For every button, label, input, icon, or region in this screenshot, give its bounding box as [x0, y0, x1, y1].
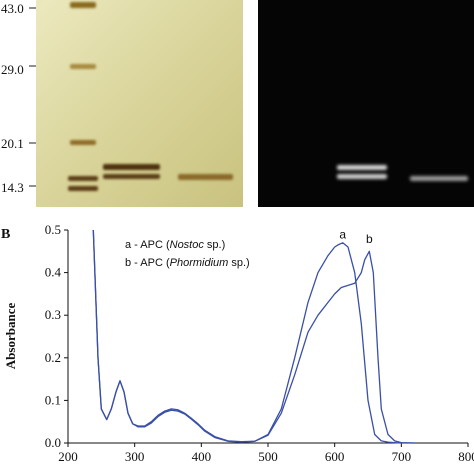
x-tick-label-700: 700 [392, 449, 412, 464]
fluorescence-gel [258, 0, 474, 207]
marker-band-14a [68, 176, 98, 181]
legend-entry-b: b - APC (Phormidium sp.) [125, 257, 250, 269]
marker-label-43: 43.0 [1, 1, 24, 16]
legend-b-italic: Phormidium [170, 257, 229, 269]
y-tick-label-2: 0.2 [45, 350, 61, 365]
x-tick-label-500: 500 [258, 449, 278, 464]
legend: a - APC (Nostoc sp.) b - APC (Phormidium… [125, 239, 250, 269]
peak-label-a: a [339, 228, 346, 242]
marker-band-14b [68, 186, 98, 191]
fluor-band-1b [337, 174, 387, 179]
fluor-band-2 [410, 176, 468, 181]
x-tick-label-800: 800 [458, 449, 474, 464]
y-tick-label-0: 0.0 [45, 435, 61, 450]
absorbance-chart: 2003004005006007008000.00.10.20.30.40.5 … [45, 222, 474, 464]
legend-a-suffix: sp.) [204, 239, 225, 251]
marker-label-14: 14.3 [1, 180, 24, 195]
sample-band-1b [103, 174, 160, 179]
marker-band-20 [70, 140, 96, 145]
legend-b-suffix: sp.) [228, 257, 249, 269]
silver-stained-gel [36, 0, 243, 207]
peak-label-b: b [366, 232, 373, 246]
panel-letter-b: B [1, 227, 10, 242]
y-axis-title: Absorbance [3, 303, 18, 370]
sample-band-2 [178, 174, 233, 180]
x-tick-label-200: 200 [58, 449, 78, 464]
x-tick-label-400: 400 [192, 449, 212, 464]
marker-band-29 [70, 64, 96, 69]
marker-band-43 [70, 2, 96, 8]
fluor-band-1a [337, 165, 387, 170]
x-tick-label-300: 300 [125, 449, 145, 464]
legend-a-prefix: a - APC ( [125, 239, 170, 251]
marker-label-29: 29.0 [1, 62, 24, 77]
y-tick-label-3: 0.3 [45, 307, 61, 322]
y-tick-label-1: 0.1 [45, 392, 61, 407]
legend-b-prefix: b - APC ( [125, 257, 170, 269]
y-tick-label-5: 0.5 [45, 222, 61, 237]
y-tick-label-4: 0.4 [45, 265, 62, 280]
legend-a-italic: Nostoc [170, 239, 205, 251]
x-tick-label-600: 600 [325, 449, 345, 464]
sample-band-1a [103, 164, 160, 170]
marker-label-20: 20.1 [1, 136, 24, 151]
legend-entry-a: a - APC (Nostoc sp.) [125, 239, 225, 251]
series-line-b [92, 229, 415, 444]
